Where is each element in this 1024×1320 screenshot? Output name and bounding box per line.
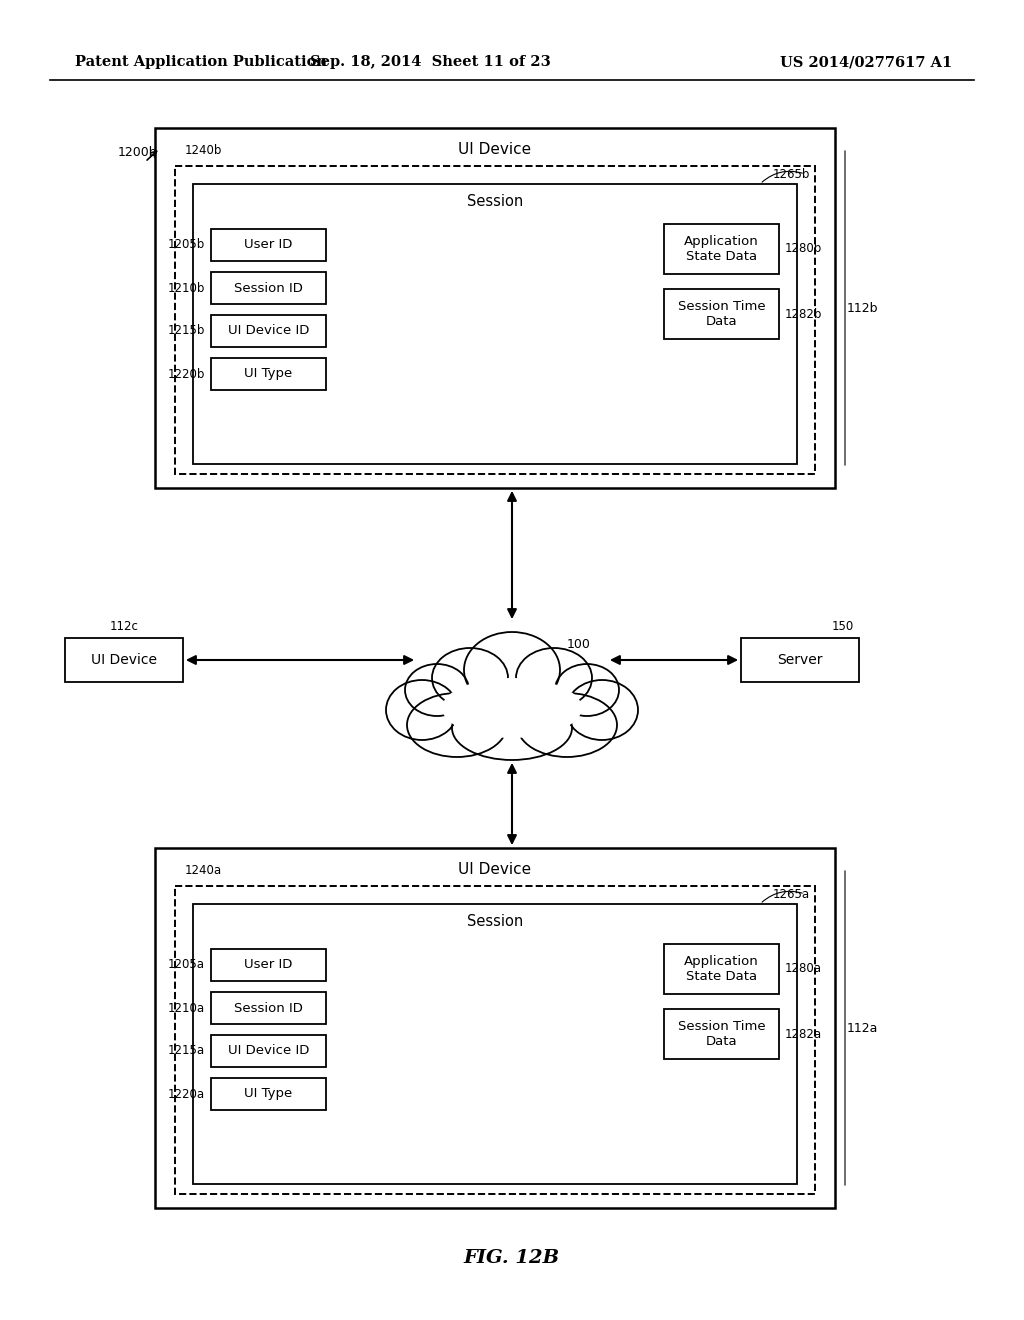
Text: Sep. 18, 2014  Sheet 11 of 23: Sep. 18, 2014 Sheet 11 of 23 <box>309 55 550 69</box>
Text: 150: 150 <box>831 619 854 632</box>
Text: User ID: User ID <box>245 958 293 972</box>
Ellipse shape <box>566 680 638 741</box>
Bar <box>211 1035 326 1067</box>
Ellipse shape <box>517 693 617 756</box>
Text: 1280b: 1280b <box>785 243 822 256</box>
Ellipse shape <box>464 632 560 708</box>
Text: UI Device: UI Device <box>459 143 531 157</box>
Bar <box>664 1008 779 1059</box>
Text: Application
State Data: Application State Data <box>684 235 759 263</box>
Bar <box>175 166 815 474</box>
Text: 100: 100 <box>567 639 591 652</box>
Bar <box>664 224 779 275</box>
Text: Server: Server <box>777 653 822 667</box>
Text: 1220a: 1220a <box>168 1088 205 1101</box>
Text: Session Time
Data: Session Time Data <box>678 300 765 327</box>
Text: Session: Session <box>467 915 523 929</box>
Bar <box>211 272 326 304</box>
Ellipse shape <box>452 696 572 760</box>
Bar <box>211 949 326 981</box>
Text: 1210a: 1210a <box>168 1002 205 1015</box>
Text: 1280a: 1280a <box>785 962 822 975</box>
Text: 1215a: 1215a <box>168 1044 205 1057</box>
Text: Session: Session <box>467 194 523 210</box>
Text: US 2014/0277617 A1: US 2014/0277617 A1 <box>780 55 952 69</box>
Ellipse shape <box>386 680 458 741</box>
Bar <box>65 638 183 682</box>
Ellipse shape <box>516 648 592 708</box>
Text: 1282a: 1282a <box>785 1027 822 1040</box>
Text: UI Device: UI Device <box>91 653 157 667</box>
Text: 1240b: 1240b <box>185 144 222 157</box>
Bar <box>664 944 779 994</box>
Ellipse shape <box>555 664 618 715</box>
Bar <box>211 1078 326 1110</box>
Text: UI Type: UI Type <box>245 1088 293 1101</box>
Ellipse shape <box>442 678 582 738</box>
Bar <box>211 993 326 1024</box>
Ellipse shape <box>407 693 507 756</box>
Bar <box>175 886 815 1195</box>
Text: 112c: 112c <box>110 619 138 632</box>
Bar <box>211 358 326 389</box>
Bar <box>193 904 797 1184</box>
Bar <box>155 128 835 488</box>
Text: 1205a: 1205a <box>168 958 205 972</box>
Bar <box>193 183 797 465</box>
Text: 1205b: 1205b <box>168 239 205 252</box>
Bar <box>741 638 859 682</box>
Text: UI Type: UI Type <box>245 367 293 380</box>
Text: Session ID: Session ID <box>234 281 303 294</box>
Text: Application
State Data: Application State Data <box>684 954 759 983</box>
Ellipse shape <box>406 664 469 715</box>
Text: 1265b: 1265b <box>773 168 810 181</box>
Text: FIG. 12B: FIG. 12B <box>464 1249 560 1267</box>
Bar <box>211 228 326 261</box>
Text: 1210b: 1210b <box>168 281 205 294</box>
Text: 1265a: 1265a <box>773 888 810 902</box>
Bar <box>664 289 779 339</box>
Text: 112b: 112b <box>847 301 879 314</box>
Text: UI Device ID: UI Device ID <box>227 325 309 338</box>
Text: 1220b: 1220b <box>168 367 205 380</box>
Text: UI Device ID: UI Device ID <box>227 1044 309 1057</box>
Text: 112a: 112a <box>847 1022 879 1035</box>
Text: 1215b: 1215b <box>168 325 205 338</box>
Text: User ID: User ID <box>245 239 293 252</box>
Text: 1200b: 1200b <box>118 145 158 158</box>
Bar <box>155 847 835 1208</box>
Text: UI Device: UI Device <box>459 862 531 878</box>
Text: 1282b: 1282b <box>785 308 822 321</box>
Text: Session ID: Session ID <box>234 1002 303 1015</box>
Ellipse shape <box>432 648 508 708</box>
Bar <box>211 315 326 347</box>
Text: Session Time
Data: Session Time Data <box>678 1020 765 1048</box>
Text: 1240a: 1240a <box>185 863 222 876</box>
Text: Patent Application Publication: Patent Application Publication <box>75 55 327 69</box>
